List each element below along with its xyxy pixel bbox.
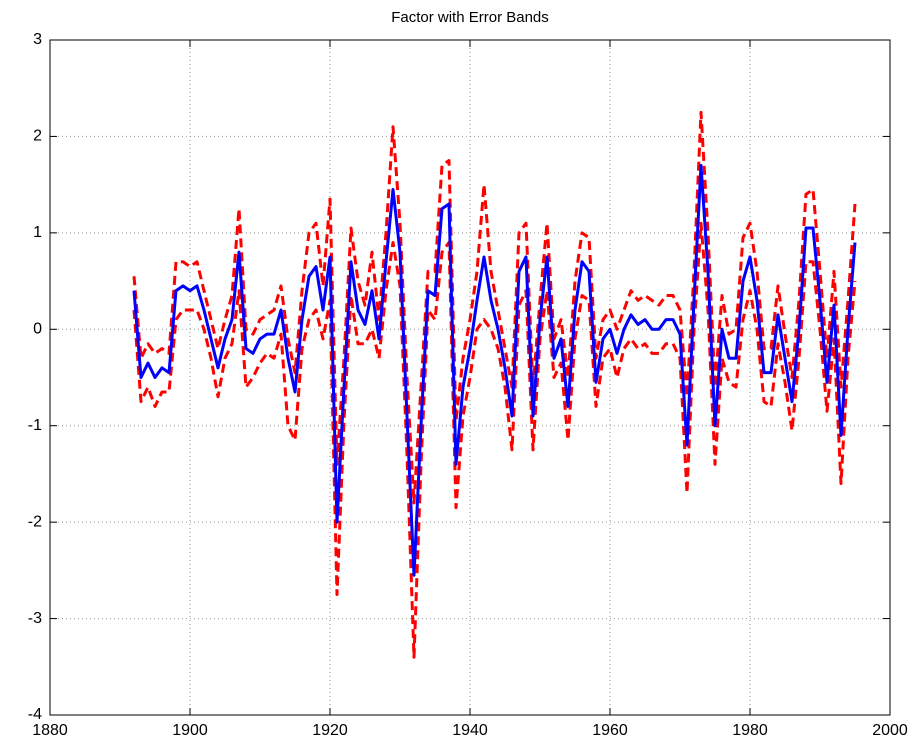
x-tick-label: 1920 xyxy=(312,722,348,739)
y-tick-label: -2 xyxy=(28,513,42,530)
x-tick-label: 1960 xyxy=(592,722,628,739)
x-tick-label: 1940 xyxy=(452,722,488,739)
series-line xyxy=(132,110,857,505)
y-tick-label: -3 xyxy=(28,610,42,627)
y-tick-label: 0 xyxy=(33,321,42,338)
y-tick-label: -1 xyxy=(28,417,42,434)
y-tick-label: 2 xyxy=(33,128,42,145)
chart-title: Factor with Error Bands xyxy=(391,9,549,26)
series-line xyxy=(132,163,857,577)
x-tick-label: 1880 xyxy=(32,722,68,739)
x-tick-label: 1900 xyxy=(172,722,208,739)
plot-frame xyxy=(49,39,891,716)
x-tick-label: 1980 xyxy=(732,722,768,739)
series-line xyxy=(132,221,857,659)
y-tick-label: 3 xyxy=(33,31,42,48)
y-tick-label: -4 xyxy=(28,706,42,723)
x-tick-label: 2000 xyxy=(872,722,908,739)
y-tick-label: 1 xyxy=(33,224,42,241)
